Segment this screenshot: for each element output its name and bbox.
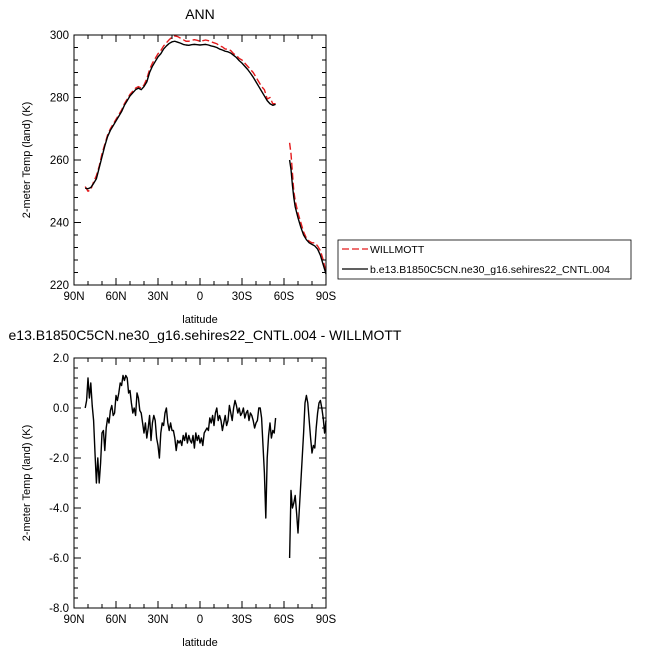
bottom-chart-title: e13.B1850C5CN.ne30_g16.sehires22_CNTL.00… [9, 327, 402, 343]
bottom-axes-ticks: 90N 60N 30N 0 30S 60S 90S -8.0 -6.0 -4.0 -2.0 0.0 2.… [49, 353, 336, 626]
series-willmott-line [288, 142, 327, 273]
top-panel: ANN 90N 60N 30N 0 30S 60S 90S 220 240 260 280 300 2… [21, 6, 632, 326]
y-tick-label: 2.0 [53, 353, 69, 365]
legend-box [337, 239, 632, 280]
top-curves [84, 35, 327, 275]
x-tick-label: 90N [63, 291, 84, 303]
x-tick-label: 60S [274, 291, 295, 303]
x-tick-label: 0 [197, 614, 203, 626]
y-tick-label: -2.0 [49, 453, 69, 465]
difference-line [84, 374, 277, 519]
series-model-line [85, 40, 276, 190]
x-tick-label: 60N [105, 614, 126, 626]
series-model-line [288, 159, 327, 275]
y-tick-label: 0.0 [53, 403, 69, 415]
y-tick-label: 220 [50, 280, 69, 292]
x-tick-label: 90S [316, 291, 337, 303]
x-tick-label: 30S [232, 291, 253, 303]
top-axes-ticks: 90N 60N 30N 0 30S 60S 90S 220 240 260 280 300 [50, 30, 337, 303]
top-x-axis-label: latitude [182, 314, 217, 326]
bottom-plot-frame [73, 357, 327, 609]
y-tick-label: -6.0 [49, 553, 69, 565]
y-tick-label: 240 [50, 218, 69, 230]
bottom-curves [84, 374, 327, 559]
legend-label-willmott: WILLMOTT [370, 244, 425, 256]
x-tick-label: 60N [105, 291, 126, 303]
top-y-axis-label: 2-meter Temp (land) (K) [21, 102, 33, 219]
top-chart-title: ANN [185, 6, 215, 22]
y-tick-label: 260 [50, 155, 69, 167]
y-tick-label: -4.0 [49, 503, 69, 515]
bottom-panel: e13.B1850C5CN.ne30_g16.sehires22_CNTL.00… [9, 327, 402, 649]
series-willmott-line [84, 35, 276, 192]
bottom-y-axis-label: 2-meter Temp (land) (K) [21, 425, 33, 542]
x-tick-label: 30N [147, 291, 168, 303]
difference-line [288, 394, 327, 559]
top-plot-frame [73, 34, 327, 286]
y-tick-label: 280 [50, 93, 69, 105]
legend: WILLMOTT b.e13.B1850C5CN.ne30_g16.sehire… [337, 239, 632, 280]
x-tick-label: 30S [232, 614, 253, 626]
x-tick-label: 90S [316, 614, 337, 626]
y-tick-label: 300 [50, 30, 69, 42]
x-tick-label: 90N [63, 614, 84, 626]
x-tick-label: 0 [197, 291, 203, 303]
legend-label-model: b.e13.B1850C5CN.ne30_g16.sehires22_CNTL.… [370, 264, 610, 276]
y-tick-label: -8.0 [49, 603, 69, 615]
bottom-x-axis-label: latitude [182, 637, 217, 649]
x-tick-label: 30N [147, 614, 168, 626]
x-tick-label: 60S [274, 614, 295, 626]
